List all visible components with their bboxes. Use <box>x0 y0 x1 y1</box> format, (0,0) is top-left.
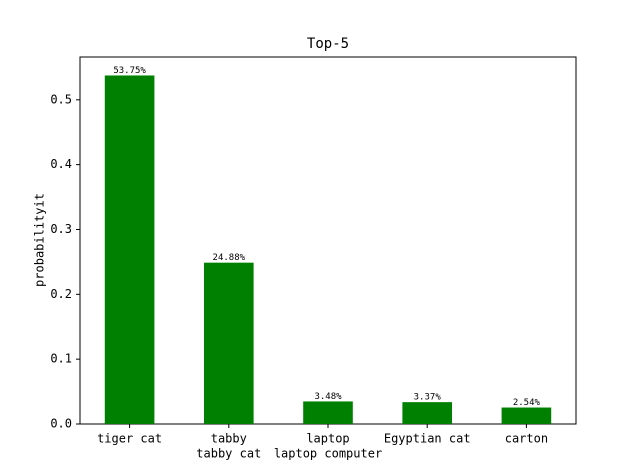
x-tick-label: laptop computer <box>274 447 382 461</box>
y-tick-label: 0.1 <box>50 352 72 366</box>
bar <box>501 407 552 424</box>
bar <box>402 402 452 424</box>
y-tick-label: 0.4 <box>50 157 72 171</box>
bar <box>303 401 353 424</box>
x-tick-label: Egyptian cat <box>384 432 471 446</box>
y-axis-label: probabilityit <box>33 193 47 287</box>
bar <box>104 75 155 425</box>
value-label: 3.48% <box>314 392 342 402</box>
y-tick-label: 0.2 <box>50 287 72 301</box>
chart-title: Top-5 <box>307 36 349 52</box>
x-tick-label: tiger cat <box>97 432 162 446</box>
value-label: 3.37% <box>414 393 442 403</box>
y-tick-label: 0.0 <box>50 417 72 431</box>
y-tick-label: 0.5 <box>50 92 72 106</box>
value-label: 2.54% <box>513 398 541 408</box>
x-tick-label: tabby <box>211 432 247 446</box>
x-tick-label: laptop <box>306 432 349 446</box>
x-tick-label: tabby cat <box>196 447 261 461</box>
x-tick-label: carton <box>505 432 548 446</box>
y-tick-label: 0.3 <box>50 222 72 236</box>
bar <box>204 262 254 424</box>
value-label: 53.75% <box>113 66 146 76</box>
value-label: 24.88% <box>213 253 246 263</box>
